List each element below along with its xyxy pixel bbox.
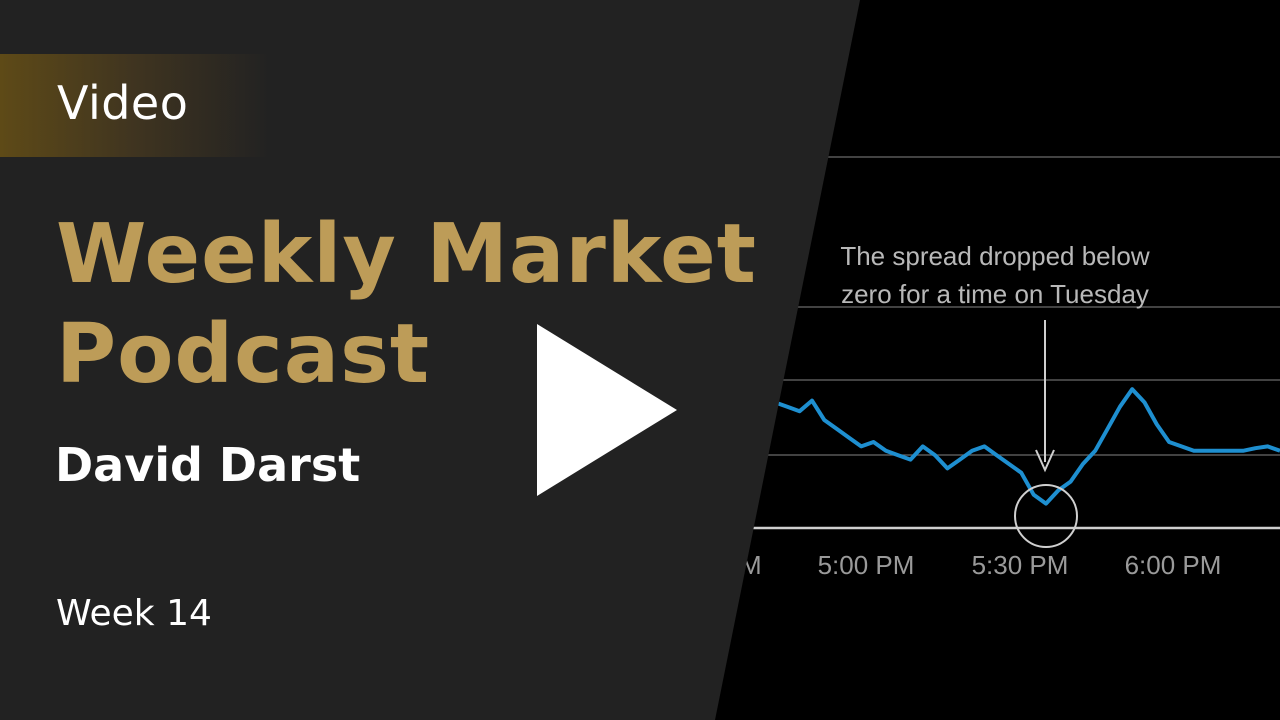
- week-label: Week 14: [56, 593, 212, 634]
- title-line-1: Weekly Market: [56, 207, 757, 302]
- series-line: [774, 387, 1280, 506]
- video-tag-banner: [0, 54, 300, 157]
- x-tick-label: 6:00 PM: [1125, 550, 1222, 580]
- x-tick-label: 5:00 PM: [818, 550, 915, 580]
- video-tag-label: Video: [57, 76, 189, 130]
- play-icon[interactable]: [537, 324, 677, 496]
- title-line-2: Podcast: [56, 307, 431, 402]
- x-tick-label: 5:30 PM: [972, 550, 1069, 580]
- annotation-text: The spread dropped below: [840, 241, 1150, 271]
- annotation-text: zero for a time on Tuesday: [841, 279, 1149, 309]
- podcast-title: Weekly Market Podcast: [56, 205, 757, 405]
- annotation-circle: [1014, 484, 1078, 548]
- annotation-arrow-head: [1035, 449, 1055, 473]
- author-name: David Darst: [55, 438, 361, 492]
- chart-gridlines: [760, 156, 1280, 456]
